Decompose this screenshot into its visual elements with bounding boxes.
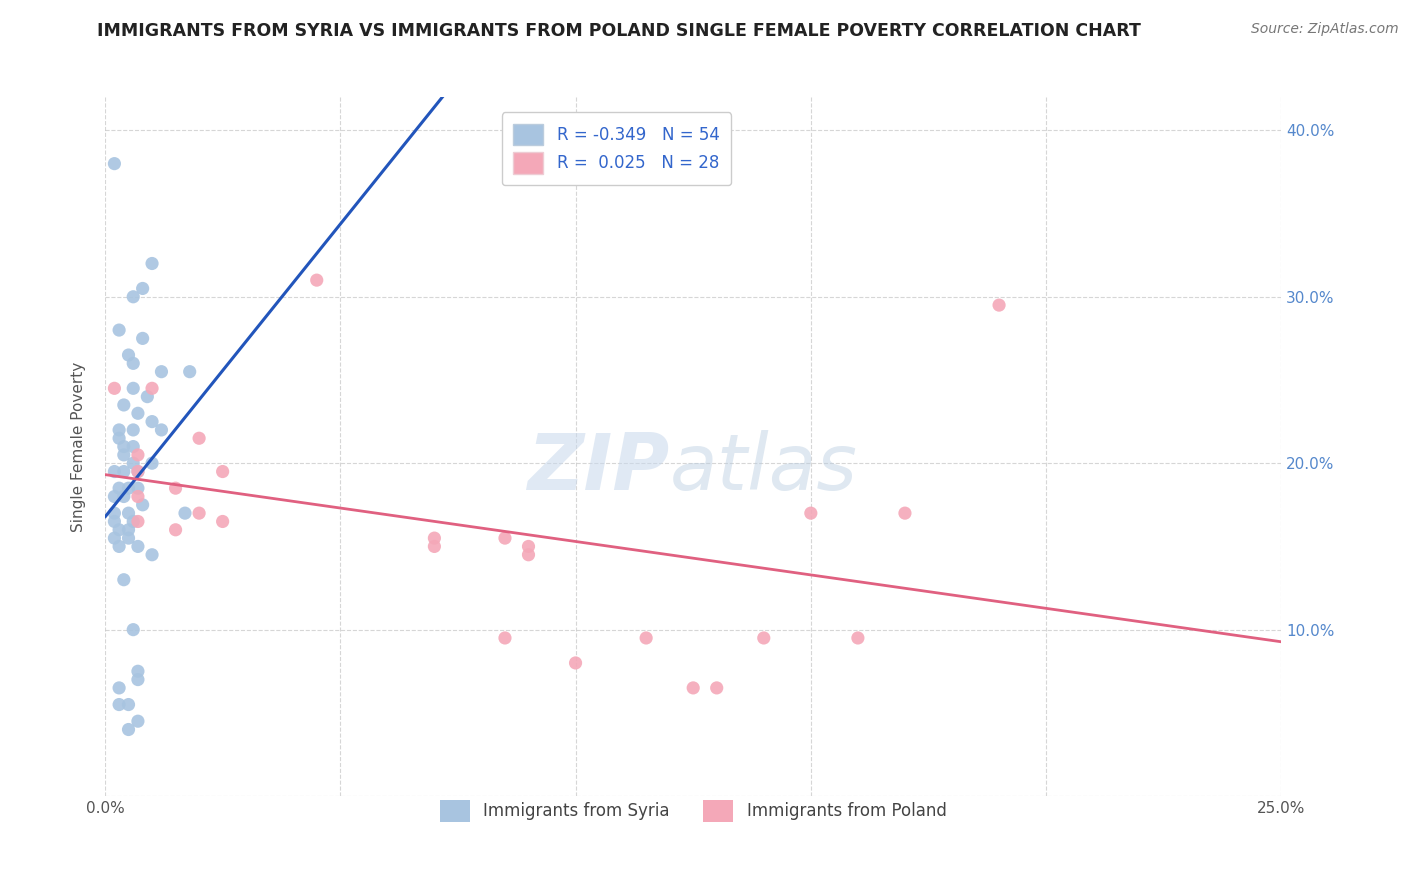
Point [122, 381, 145, 395]
Point [112, 490, 135, 504]
Legend: Immigrants from Syria, Immigrants from Poland: Immigrants from Syria, Immigrants from P… [429, 789, 957, 833]
Point [706, 681, 728, 695]
Point [131, 498, 153, 512]
Point [517, 548, 540, 562]
Point [117, 531, 139, 545]
Point [112, 573, 135, 587]
Point [800, 506, 823, 520]
Point [141, 381, 163, 395]
Point [305, 273, 328, 287]
Point [494, 531, 516, 545]
Point [494, 631, 516, 645]
Point [108, 698, 131, 712]
Point [112, 448, 135, 462]
Point [141, 415, 163, 429]
Point [682, 681, 704, 695]
Point [211, 515, 233, 529]
Point [423, 540, 446, 554]
Point [127, 481, 149, 495]
Point [131, 331, 153, 345]
Point [127, 465, 149, 479]
Point [112, 398, 135, 412]
Point [188, 431, 211, 445]
Point [188, 506, 211, 520]
Point [127, 465, 149, 479]
Point [136, 390, 159, 404]
Point [150, 365, 173, 379]
Point [117, 523, 139, 537]
Point [103, 381, 125, 395]
Point [108, 323, 131, 337]
Point [127, 490, 149, 504]
Text: ZIP: ZIP [527, 430, 669, 506]
Point [127, 515, 149, 529]
Point [150, 423, 173, 437]
Point [752, 631, 775, 645]
Point [131, 281, 153, 295]
Point [103, 490, 125, 504]
Point [108, 423, 131, 437]
Text: Source: ZipAtlas.com: Source: ZipAtlas.com [1251, 22, 1399, 37]
Point [894, 506, 917, 520]
Point [117, 481, 139, 495]
Text: atlas: atlas [669, 430, 858, 506]
Point [117, 723, 139, 737]
Point [122, 356, 145, 370]
Point [108, 540, 131, 554]
Point [108, 431, 131, 445]
Point [564, 656, 586, 670]
Point [103, 465, 125, 479]
Point [122, 515, 145, 529]
Point [179, 365, 201, 379]
Point [988, 298, 1011, 312]
Y-axis label: Single Female Poverty: Single Female Poverty [72, 361, 86, 532]
Point [174, 506, 197, 520]
Point [117, 506, 139, 520]
Text: IMMIGRANTS FROM SYRIA VS IMMIGRANTS FROM POLAND SINGLE FEMALE POVERTY CORRELATIO: IMMIGRANTS FROM SYRIA VS IMMIGRANTS FROM… [97, 22, 1140, 40]
Point [846, 631, 869, 645]
Point [141, 456, 163, 470]
Point [108, 523, 131, 537]
Point [127, 714, 149, 729]
Point [165, 481, 187, 495]
Point [108, 681, 131, 695]
Point [636, 631, 658, 645]
Point [127, 406, 149, 420]
Point [103, 156, 125, 170]
Point [127, 673, 149, 687]
Point [423, 531, 446, 545]
Point [211, 465, 233, 479]
Point [108, 481, 131, 495]
Point [127, 448, 149, 462]
Point [517, 540, 540, 554]
Point [112, 440, 135, 454]
Point [112, 465, 135, 479]
Point [127, 665, 149, 679]
Point [103, 515, 125, 529]
Point [122, 440, 145, 454]
Point [103, 531, 125, 545]
Point [117, 698, 139, 712]
Point [122, 423, 145, 437]
Point [122, 456, 145, 470]
Point [165, 523, 187, 537]
Point [141, 256, 163, 270]
Point [117, 348, 139, 362]
Point [122, 290, 145, 304]
Point [103, 506, 125, 520]
Point [141, 548, 163, 562]
Point [122, 623, 145, 637]
Point [127, 540, 149, 554]
